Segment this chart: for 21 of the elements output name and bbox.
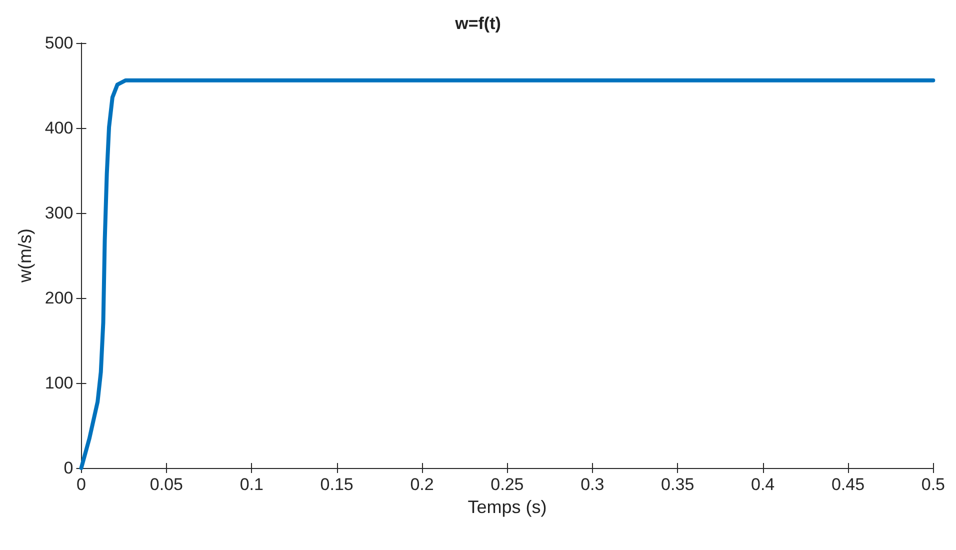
x-tick-label: 0.5 — [921, 475, 946, 494]
y-tick-label: 100 — [44, 374, 74, 392]
x-tick-label: 0.25 — [490, 475, 524, 494]
x-axis-title: Temps (s) — [468, 497, 547, 517]
y-tick-label: 200 — [44, 288, 74, 308]
y-tick-label: 0 — [64, 458, 74, 478]
x-tick-label: 0.4 — [750, 475, 775, 494]
x-tick-label: 0.1 — [240, 475, 264, 494]
x-tick-label: 0.45 — [831, 475, 865, 494]
y-axis-title: w(m/s) — [15, 228, 35, 284]
y-tick-label: 300 — [44, 204, 74, 222]
chart-title: w=f(t) — [454, 14, 501, 33]
x-tick-label: 0.2 — [410, 475, 434, 494]
y-tick-label: 500 — [44, 34, 74, 52]
line-series — [79, 78, 936, 470]
x-tick-label: 0.15 — [320, 475, 354, 494]
x-tick-label: 0.05 — [150, 475, 184, 494]
x-tick-label: 0.35 — [661, 475, 694, 494]
x-tick-label: 0.3 — [580, 475, 604, 494]
y-tick-label: 400 — [44, 118, 74, 138]
x-tick-label: 0 — [76, 475, 86, 494]
